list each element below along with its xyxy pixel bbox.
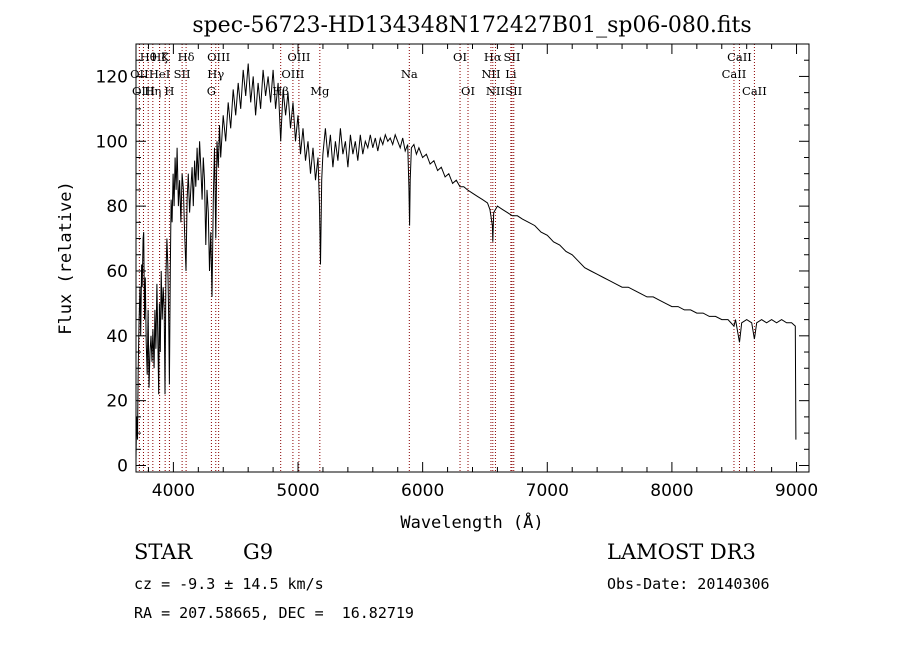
- plot-frame: [135, 43, 810, 473]
- marker-label: K: [161, 50, 170, 64]
- x-tick-label: 8000: [650, 481, 693, 501]
- marker-label: OIII: [287, 50, 310, 64]
- line-markers: HθOIIOIIIHηHζHeIKHSIIHδGOIIIHγHβOIIIOIII…: [130, 44, 767, 472]
- marker-label: OIII: [207, 50, 230, 64]
- y-tick-label: 20: [106, 392, 128, 412]
- marker-label: Li: [505, 67, 517, 81]
- y-tick-label: 40: [106, 327, 128, 347]
- y-tick-label: 60: [106, 262, 128, 282]
- marker-label: OIII: [281, 67, 304, 81]
- spectrum-line: [135, 63, 797, 460]
- marker-label: OIII: [132, 84, 155, 98]
- marker-label: Hδ: [178, 50, 195, 64]
- spectral-subclass: G9: [243, 540, 274, 564]
- x-tick-label: 7000: [526, 481, 569, 501]
- marker-label: Hγ: [207, 67, 224, 81]
- marker-label: H: [164, 84, 174, 98]
- marker-label: SII: [505, 84, 522, 98]
- marker-label: CaII: [742, 84, 767, 98]
- marker-label: SII: [174, 67, 191, 81]
- x-axis-label: Wavelength (Å): [400, 511, 543, 533]
- marker-label: Na: [401, 67, 418, 81]
- y-tick-label: 0: [117, 457, 128, 477]
- marker-label: NII: [486, 84, 505, 98]
- marker-label: OII: [130, 67, 149, 81]
- marker-label: SII: [504, 50, 521, 64]
- x-tick-label: 4000: [152, 481, 195, 501]
- x-tick-label: 9000: [775, 481, 818, 501]
- marker-label: Hα: [484, 50, 502, 64]
- y-axis: 0 20 40 60 80 100 120: [96, 59, 809, 477]
- y-tick-label: 80: [106, 197, 128, 217]
- marker-label: HeI: [149, 67, 170, 81]
- marker-label: OI: [461, 84, 475, 98]
- coordinates: RA = 207.58665, DEC = 16.82719: [134, 604, 414, 622]
- y-tick-label: 100: [96, 132, 128, 152]
- x-axis: 4000 5000 6000 7000 8000 9000: [147, 44, 818, 501]
- x-tick-label: 5000: [276, 481, 319, 501]
- marker-label: OI: [453, 50, 467, 64]
- marker-label: CaII: [727, 50, 752, 64]
- marker-label: G: [207, 84, 216, 98]
- marker-label: Hη: [144, 84, 161, 98]
- marker-label: CaII: [722, 67, 747, 81]
- observation-date: Obs-Date: 20140306: [607, 575, 770, 593]
- survey-name: LAMOST DR3: [607, 540, 756, 564]
- marker-label: Mg: [310, 84, 330, 98]
- y-tick-label: 120: [96, 67, 128, 87]
- object-class: STAR: [134, 540, 193, 564]
- chart-title: spec-56723-HD134348N172427B01_sp06-080.f…: [192, 13, 751, 38]
- x-tick-label: 6000: [401, 481, 444, 501]
- redshift-cz: cz = -9.3 ± 14.5 km/s: [134, 575, 324, 593]
- y-axis-label: Flux (relative): [56, 181, 76, 335]
- marker-label: NII: [481, 67, 500, 81]
